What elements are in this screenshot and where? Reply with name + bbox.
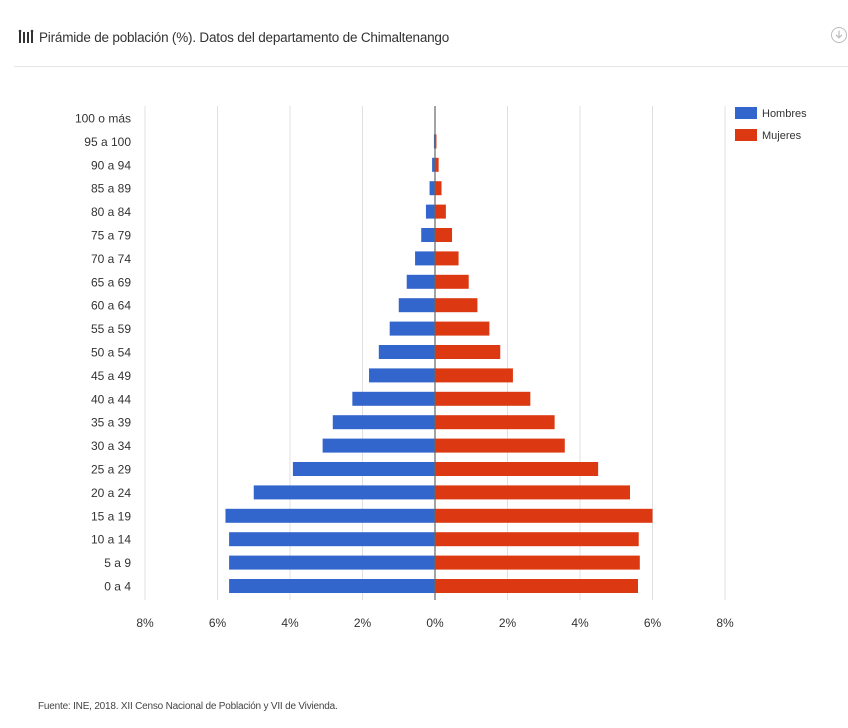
y-category-label: 25 a 29 [91,463,131,477]
x-tick-label: 2% [499,616,517,630]
y-category-label: 10 a 14 [91,533,131,547]
bar-mujeres [435,579,638,593]
chart-header: Pirámide de población (%). Datos del dep… [18,26,848,48]
y-category-label: 70 a 74 [91,252,131,266]
bar-mujeres [435,368,513,383]
x-tick-label: 8% [136,616,154,630]
y-category-label: 80 a 84 [91,205,131,219]
y-category-label: 85 a 89 [91,182,131,196]
bar-mujeres [435,508,653,523]
bar-hombres [389,321,435,336]
bar-mujeres [435,274,469,289]
bar-mujeres [435,228,453,242]
bar-mujeres [435,134,437,149]
x-tick-label: 4% [281,616,299,630]
y-category-label: 95 a 100 [84,135,131,149]
bar-hombres [229,579,435,593]
bar-mujeres [435,345,501,359]
x-tick-label: 4% [571,616,589,630]
bar-mujeres [435,157,439,172]
population-pyramid-chart: 8% 6% 4% 2% 0% 2% 4% 6% 8% 100 o más 95 a 100 90 a … [75,106,807,630]
bar-hombres [229,555,435,570]
bar-hombres [292,462,435,476]
bar-mujeres [435,415,555,430]
bar-mujeres [435,181,442,196]
x-tick-label: 6% [644,616,662,630]
bar-mujeres [435,532,639,547]
bar-mujeres [435,321,490,336]
bar-hombres [406,274,435,289]
bar-hombres [229,532,435,547]
y-category-label: 35 a 39 [91,416,131,430]
bar-mujeres [435,485,631,500]
bar-hombres [225,508,435,523]
bar-hombres [253,485,435,500]
x-tick-label: 2% [354,616,372,630]
bar-mujeres [435,438,565,453]
y-category-label: 40 a 44 [91,392,131,406]
download-icon[interactable] [830,26,848,44]
chart-title: Pirámide de población (%). Datos del dep… [39,29,450,45]
bar-hombres [425,204,435,219]
bar-hombres [432,157,435,172]
y-category-label: 15 a 19 [91,509,131,523]
y-category-label: 65 a 69 [91,275,131,289]
bar-hombres [369,368,435,383]
x-tick-label: 8% [716,616,734,630]
y-category-label: 0 a 4 [104,580,131,594]
y-category-label: 45 a 49 [91,369,131,383]
x-tick-label: 6% [209,616,227,630]
legend-swatch [735,129,757,141]
y-category-label: 50 a 54 [91,346,131,360]
bar-mujeres [435,462,599,476]
y-category-label: 75 a 79 [91,229,131,243]
y-category-label: 100 o más [75,112,131,126]
legend-swatch [735,107,757,119]
legend-label: Mujeres [762,130,802,142]
bar-hombres [352,391,435,406]
bar-mujeres [435,251,459,266]
y-category-label: 5 a 9 [104,556,131,570]
bar-mujeres [435,391,531,406]
y-category-label: 60 a 64 [91,299,131,313]
bar-hombres [378,345,435,359]
bar-hombres [398,298,435,313]
y-category-label: 55 a 59 [91,322,131,336]
population-pyramid-icon [18,29,34,43]
y-category-label: 90 a 94 [91,158,131,172]
x-tick-label: 0% [426,616,444,630]
bar-mujeres [435,204,446,219]
y-category-label: 20 a 24 [91,486,131,500]
bar-hombres [415,251,435,266]
bar-hombres [322,438,435,453]
bar-hombres [429,181,435,196]
y-category-label: 30 a 34 [91,439,131,453]
bar-mujeres [435,555,640,570]
bar-hombres [421,228,435,242]
source-note: Fuente: INE, 2018. XII Censo Nacional de… [38,701,338,712]
legend-label: Hombres [762,108,807,120]
bar-mujeres [435,298,478,313]
header-divider [14,66,848,67]
bar-hombres [332,415,435,430]
